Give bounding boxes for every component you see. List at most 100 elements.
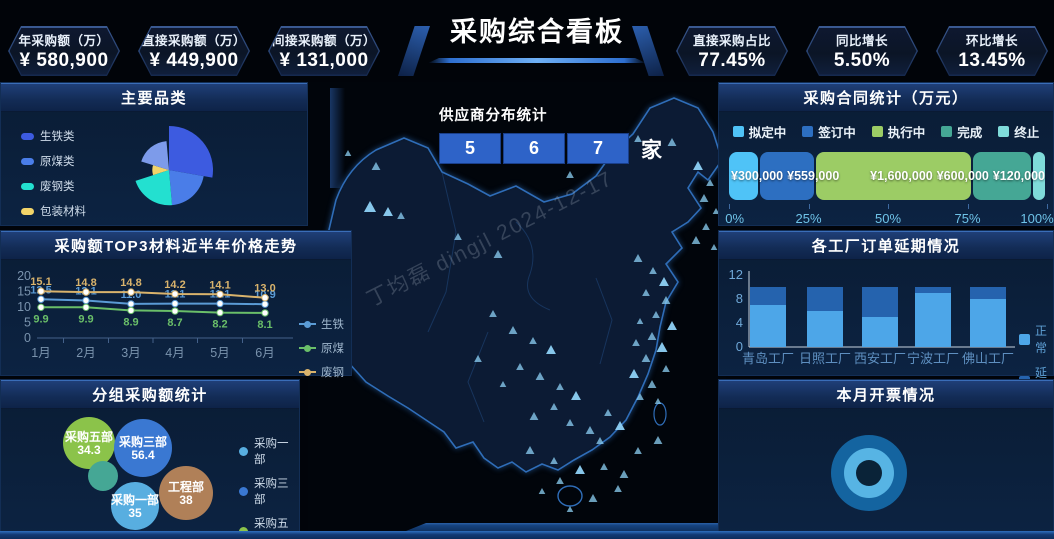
legend-marker <box>239 446 248 456</box>
svg-text:9.9: 9.9 <box>78 313 93 325</box>
legend-marker <box>1019 333 1030 345</box>
legend-marker <box>802 126 814 137</box>
contracts-segment[interactable] <box>729 152 759 200</box>
panel-contracts-title: 采购合同统计（万元） <box>719 83 1053 112</box>
group-purchase-legend-item[interactable]: 采购一部 <box>239 435 299 467</box>
stat-value: ¥ 449,900 <box>149 50 239 71</box>
svg-text:4月: 4月 <box>165 346 184 360</box>
svg-text:日照工厂: 日照工厂 <box>799 351 851 366</box>
stat-label: 同比增长 <box>835 34 888 48</box>
price-trend-legend: 生铁原煤废钢 <box>299 316 344 380</box>
stat-label: 年采购额（万） <box>18 34 110 48</box>
stat-value: ¥ 131,000 <box>279 50 369 71</box>
bottom-deco-strip <box>0 531 1054 539</box>
svg-text:1月: 1月 <box>31 346 50 360</box>
map-deco-slab-top <box>330 88 345 188</box>
categories-legend-item[interactable]: 生铁类 <box>21 128 86 144</box>
legend-label: 完成 <box>957 126 983 140</box>
svg-text:青岛工厂: 青岛工厂 <box>742 351 794 366</box>
categories-legend-item[interactable]: 原煤类 <box>21 153 86 169</box>
svg-text:14.8: 14.8 <box>75 277 96 289</box>
legend-label: 包装材料 <box>40 206 86 218</box>
categories-legend-item[interactable]: 废钢类 <box>21 178 86 194</box>
header-stat-plate: 年采购额（万） ¥ 580,900 <box>8 26 120 76</box>
svg-text:8.2: 8.2 <box>212 319 227 331</box>
panel-price-trend-title: 采购额TOP3材料近半年价格走势 <box>1 231 351 260</box>
legend-marker <box>21 157 34 165</box>
categories-legend-item[interactable]: 包装材料 <box>21 203 86 219</box>
contracts-segment[interactable] <box>1033 152 1046 200</box>
factory-delay-legend-item[interactable]: 正常 <box>1019 322 1053 356</box>
svg-text:西安工厂: 西安工厂 <box>854 351 906 366</box>
svg-text:4: 4 <box>736 315 743 330</box>
contracts-axis: 0% 25% 50% 75% 100% <box>725 204 1054 228</box>
stat-value: 13.45% <box>958 50 1026 71</box>
header-stat-plate: 间接采购额（万） ¥ 131,000 <box>268 26 380 76</box>
stat-label: 直接采购额（万） <box>141 34 246 48</box>
categories-legend: 生铁类原煤类废钢类包装材料设备类 <box>21 128 86 244</box>
supplier-unit: 家 <box>641 138 662 162</box>
contracts-axis-label: 0% <box>725 211 745 226</box>
contracts-legend-item[interactable]: 签订中 <box>802 122 856 141</box>
panel-group-purchase: 分组采购额统计 采购五部 34.3 采购三部 56.4 工程部 38 采购一部 35 采购一部… <box>0 379 300 539</box>
svg-text:8: 8 <box>736 291 743 306</box>
china-map[interactable] <box>308 82 726 539</box>
contracts-legend-item[interactable]: 执行中 <box>871 122 925 141</box>
stat-label: 环比增长 <box>965 34 1018 48</box>
panel-price-trend: 采购额TOP3材料近半年价格走势 201510501月2月3月4月5月6月12.… <box>0 230 352 379</box>
contracts-segment[interactable] <box>973 152 1032 200</box>
svg-text:0: 0 <box>24 331 31 345</box>
price-trend-legend-item[interactable]: 原煤 <box>299 340 344 356</box>
header-stats-right: 直接采购占比 77.45% 同比增长 5.50% 环比增长 13.45% <box>676 26 1048 76</box>
title-underline <box>428 58 646 63</box>
invoicing-donut-chart[interactable] <box>719 409 1054 539</box>
contracts-legend-item[interactable]: 拟定中 <box>732 122 786 141</box>
categories-rose-chart[interactable] <box>123 124 215 216</box>
legend-label: 终止 <box>1014 126 1040 140</box>
price-trend-legend-item[interactable]: 生铁 <box>299 316 344 332</box>
svg-text:2月: 2月 <box>76 346 95 360</box>
supplier-count-box: 6 <box>503 133 565 164</box>
contracts-segment[interactable] <box>816 152 972 200</box>
contracts-axis-tick <box>808 204 810 209</box>
stat-value: 5.50% <box>833 50 891 71</box>
contracts-legend-item[interactable]: 终止 <box>998 122 1039 141</box>
header-stat-plate: 直接采购额（万） ¥ 449,900 <box>138 26 250 76</box>
header-deco-left <box>398 26 430 76</box>
factory-delay-chart[interactable]: 0 4 8 12 青岛工厂 日照工厂 西安工厂 宁波工厂 佛山工厂 <box>719 262 1019 378</box>
panel-main-categories-title: 主要品类 <box>1 83 307 112</box>
price-trend-chart[interactable]: 201510501月2月3月4月5月6月12.512.111.011.111.1… <box>1 262 301 376</box>
price-trend-legend-item[interactable]: 废钢 <box>299 364 344 380</box>
legend-marker <box>998 126 1010 137</box>
header-stat-plate: 环比增长 13.45% <box>936 26 1048 76</box>
contracts-legend-item[interactable]: 完成 <box>941 122 982 141</box>
group-purchase-legend-item[interactable]: 采购三部 <box>239 475 299 507</box>
contracts-segment[interactable] <box>760 152 815 200</box>
stat-value: ¥ 580,900 <box>19 50 109 71</box>
svg-text:3月: 3月 <box>121 346 140 360</box>
legend-marker <box>21 182 34 190</box>
legend-label: 生铁 <box>321 319 344 331</box>
legend-marker <box>21 207 34 215</box>
contracts-axis-label: 50% <box>874 211 902 226</box>
contracts-legend: 拟定中 签订中 执行中 完成 终止 <box>719 122 1053 141</box>
legend-label: 签订中 <box>818 126 856 140</box>
contracts-stacked-bar[interactable] <box>729 152 1047 200</box>
svg-text:15: 15 <box>17 285 31 299</box>
panel-main-categories: 主要品类 生铁类原煤类废钢类包装材料设备类 <box>0 82 308 243</box>
supplier-count-box: 5 <box>439 133 501 164</box>
legend-label: 废钢类 <box>40 181 75 193</box>
group-purchase-legend: 采购一部采购三部采购五部设备采购部工程部 <box>239 435 299 539</box>
header: 年采购额（万） ¥ 580,900 直接采购额（万） ¥ 449,900 间接采购额（万… <box>0 0 1054 80</box>
svg-text:14.1: 14.1 <box>209 279 230 291</box>
legend-label: 采购一部 <box>254 438 289 466</box>
svg-text:15.1: 15.1 <box>30 276 51 288</box>
panel-factory-delay-title: 各工厂订单延期情况 <box>719 231 1053 260</box>
